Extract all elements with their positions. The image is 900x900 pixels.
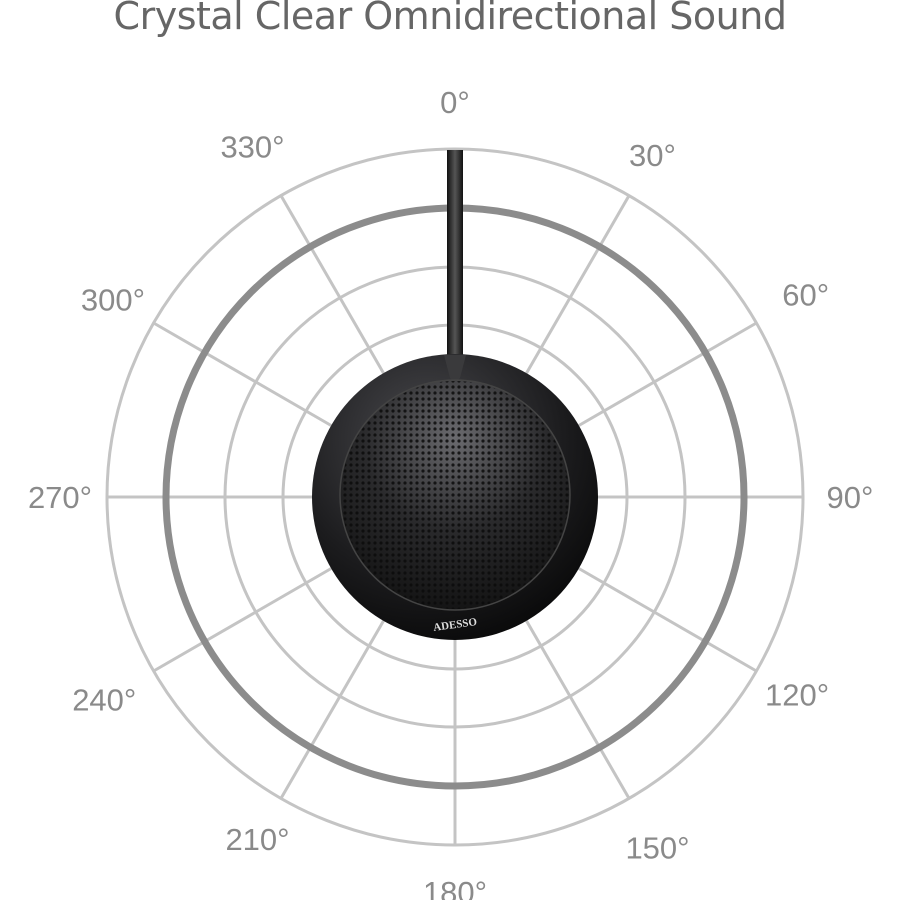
grid-spoke bbox=[152, 321, 335, 429]
angle-label: 210° bbox=[225, 822, 289, 857]
angle-label: 90° bbox=[827, 480, 874, 515]
grid-spoke bbox=[152, 565, 335, 673]
angle-label: 120° bbox=[765, 678, 829, 713]
angle-label: 240° bbox=[72, 683, 136, 718]
cable bbox=[447, 150, 463, 370]
speaker-grille-mesh bbox=[341, 381, 569, 609]
angle-label: 0° bbox=[440, 85, 470, 120]
angle-label: 30° bbox=[629, 138, 676, 173]
angle-label: 330° bbox=[220, 129, 284, 164]
angle-label: 150° bbox=[625, 831, 689, 866]
grid-spoke bbox=[575, 565, 758, 673]
angle-label: 60° bbox=[782, 278, 829, 313]
angle-label: 300° bbox=[81, 283, 145, 318]
page-title: Crystal Clear Omnidirectional Sound bbox=[113, 0, 787, 38]
grid-spoke bbox=[523, 617, 631, 800]
grid-spoke bbox=[279, 617, 387, 800]
grid-spoke bbox=[575, 321, 758, 429]
angle-label: 180° bbox=[423, 875, 487, 900]
angle-label: 270° bbox=[28, 480, 92, 515]
grid-spoke bbox=[279, 194, 387, 377]
cable-strain-relief bbox=[444, 355, 466, 382]
grid-spoke bbox=[523, 194, 631, 377]
